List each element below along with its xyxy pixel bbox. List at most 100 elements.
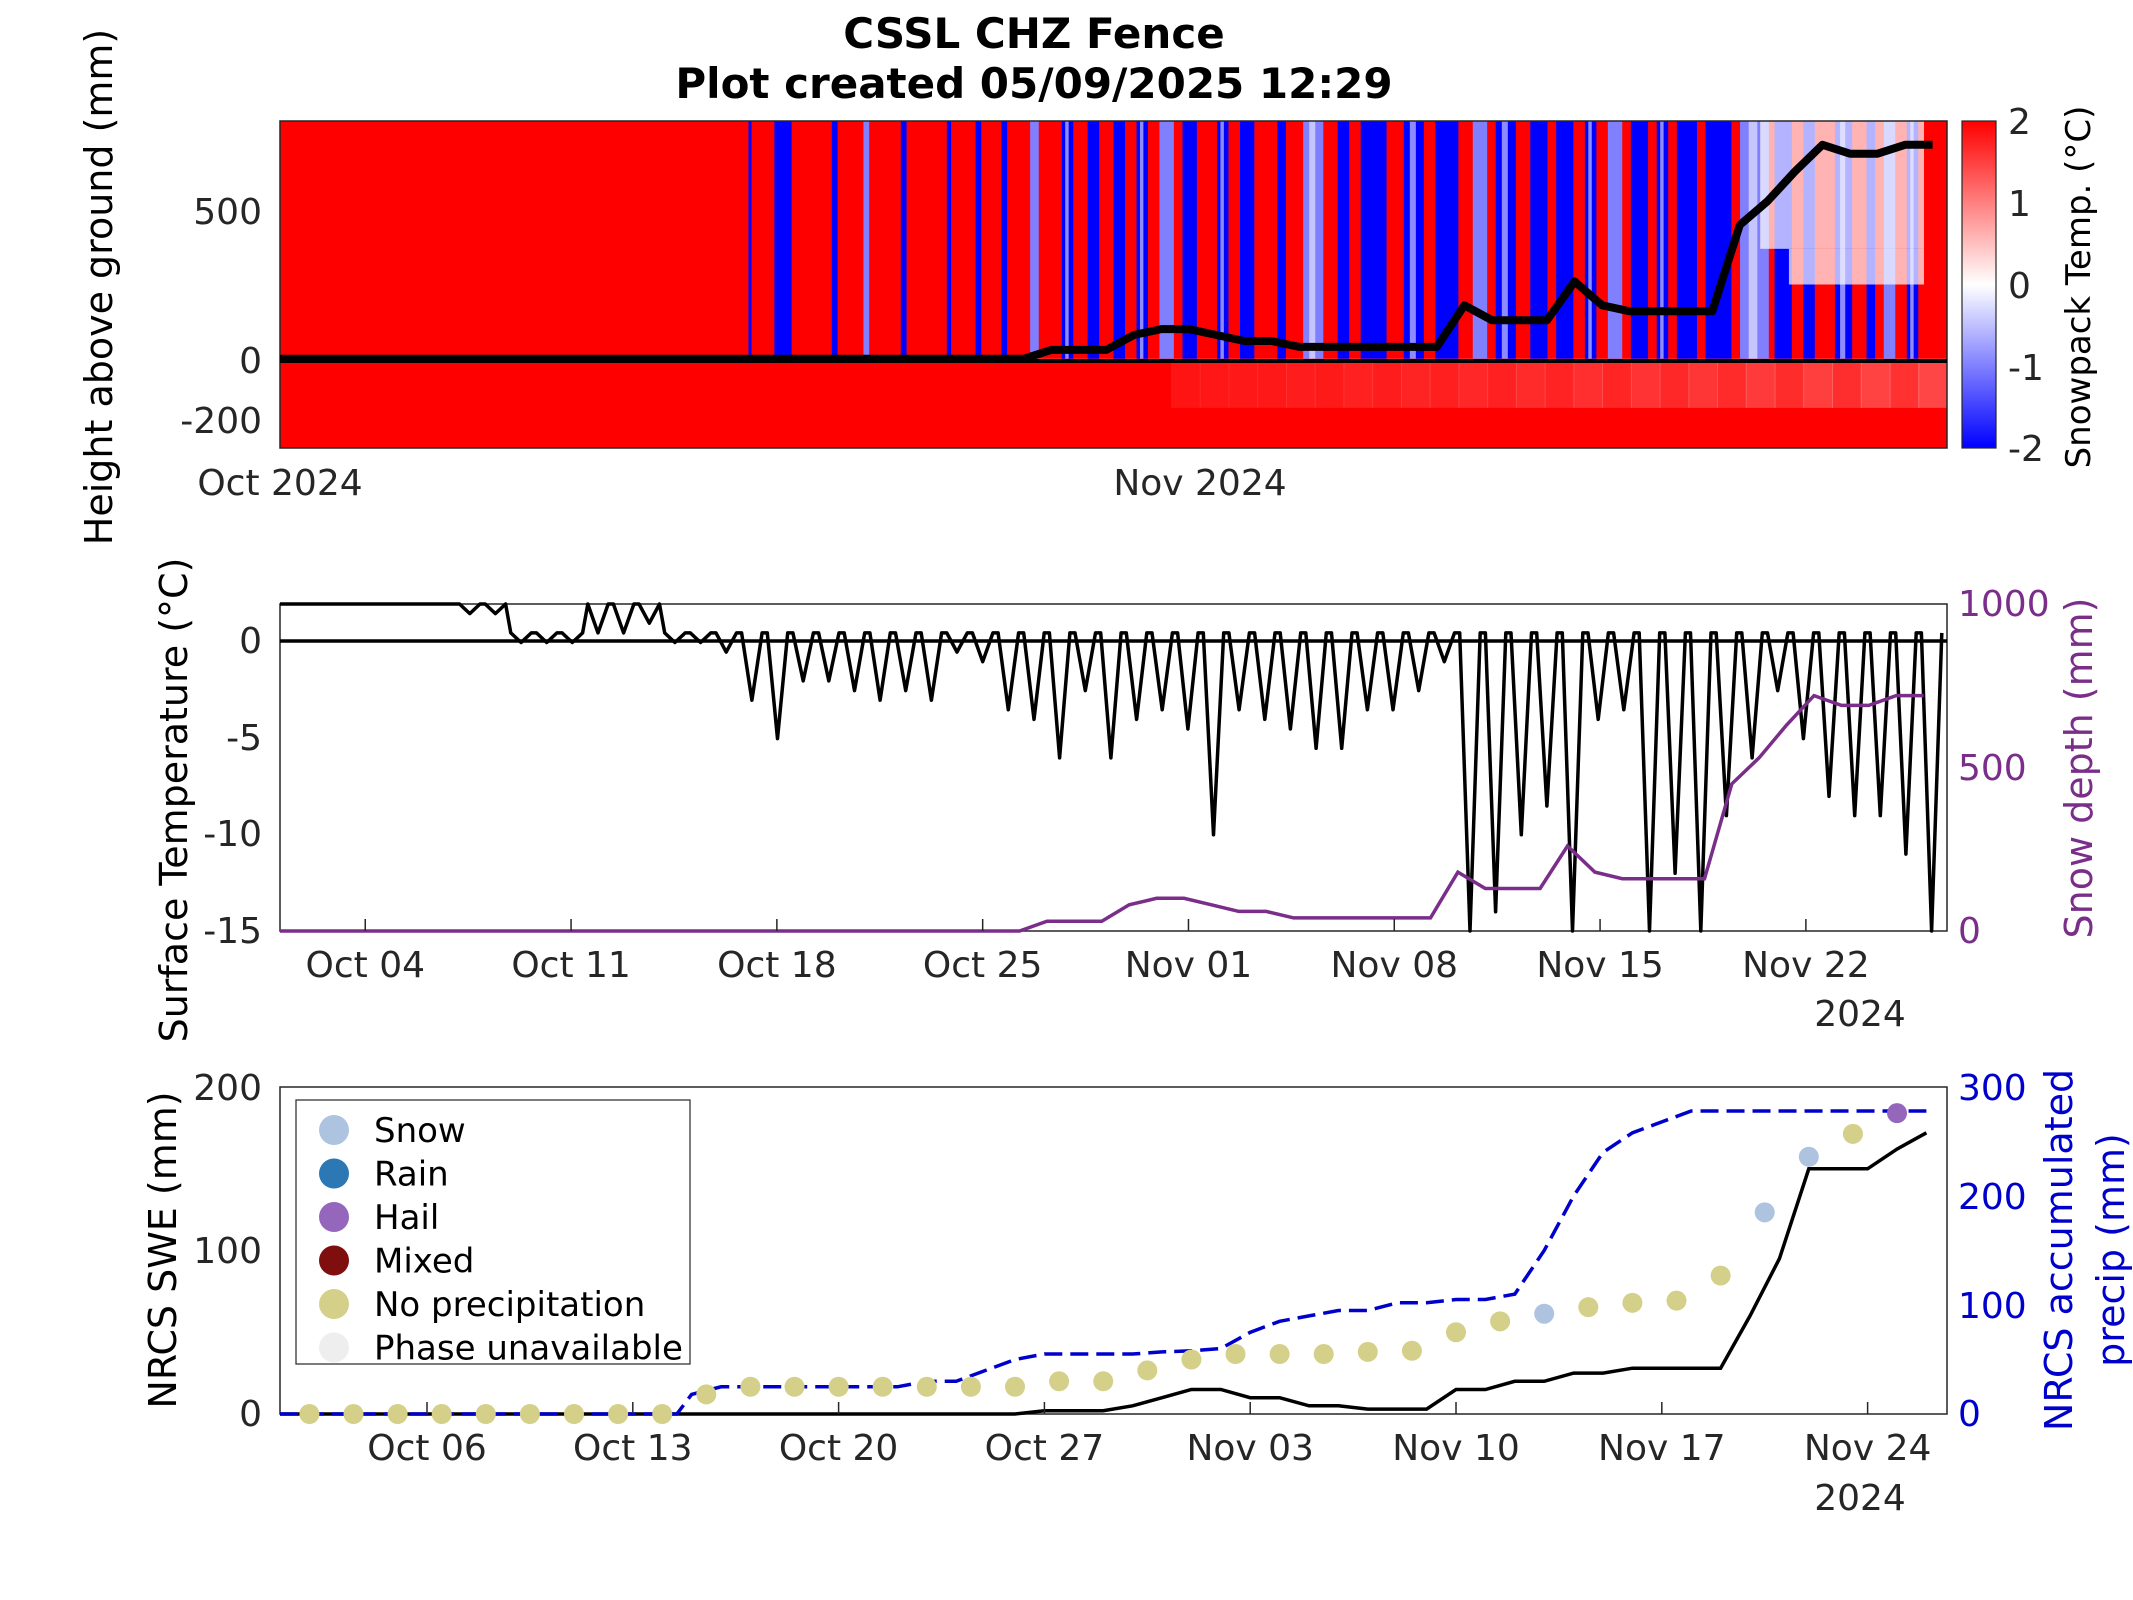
data-point (1357, 1341, 1378, 1362)
heatmap-cell (1889, 358, 1920, 408)
data-point (960, 1376, 981, 1397)
data-point (784, 1376, 805, 1397)
data-point (1225, 1344, 1246, 1365)
heatmap-cell (1832, 358, 1862, 408)
heatmap-cell (1676, 121, 1697, 359)
heatmap-cell (1607, 121, 1623, 359)
x-tick-label: Nov 10 (1392, 1428, 1520, 1469)
y-axis-label: Height above ground (mm) (77, 29, 121, 546)
data-point (1754, 1202, 1775, 1223)
data-point (1137, 1360, 1158, 1381)
colorbar-tick-label: 1 (2008, 184, 2031, 225)
x-tick-label: Oct 04 (306, 945, 426, 986)
heatmap-cell (1748, 121, 1758, 359)
heatmap-cell (1745, 358, 1776, 408)
data-point (872, 1376, 893, 1397)
data-point (1578, 1297, 1599, 1318)
data-point (696, 1384, 717, 1405)
chart-subtitle: Plot created 05/09/2025 12:29 (675, 59, 1392, 108)
heatmap-cell (1159, 121, 1174, 359)
heatmap-cell (1588, 121, 1592, 359)
x-tick-label: Nov 17 (1598, 1428, 1726, 1469)
heatmap-cells (280, 121, 1948, 448)
x-tick-label: Nov 01 (1125, 945, 1253, 986)
x-tick-label: Oct 20 (779, 1428, 899, 1469)
heatmap-cell (1400, 358, 1431, 408)
heatmap-cell (1602, 358, 1632, 408)
data-point (652, 1404, 673, 1424)
data-point (1666, 1290, 1687, 1311)
heatmap-cell (1170, 358, 1201, 408)
swe-precip-panel: Oct 06 Oct 13 Oct 20 Oct 27 Nov 03 Nov 10 Nov … (141, 1068, 2133, 1519)
x-tick-label: Nov 15 (1536, 945, 1664, 986)
heatmap-cell (1630, 358, 1661, 408)
heatmap-cell (1372, 358, 1402, 408)
heatmap-cell (1199, 358, 1230, 408)
data-point (1798, 1146, 1819, 1167)
heatmap-cell (1065, 121, 1069, 359)
data-point (740, 1376, 761, 1397)
heatmap-cell (1788, 248, 1925, 285)
x-tick-label: Nov 2024 (1113, 463, 1286, 504)
y2-axis-label: NRCS accumulated precip (mm) (2037, 1069, 2133, 1431)
data-point (608, 1404, 629, 1424)
heatmap-frame (279, 120, 1948, 449)
precip-phase-points (299, 1103, 1908, 1424)
legend-swatch (319, 1202, 349, 1232)
heatmap-cell (1544, 358, 1575, 408)
legend-swatch (319, 1289, 349, 1319)
x-axis: Oct 06 Oct 13 Oct 20 Oct 27 Nov 03 Nov 10 Nov … (367, 1402, 1931, 1469)
data-point (1093, 1371, 1114, 1392)
heatmap-cell (1530, 121, 1548, 359)
colorbar-tick-label: 2 (2008, 102, 2031, 143)
heatmap-cell (1087, 121, 1100, 359)
legend-label: Snow (374, 1111, 466, 1151)
y2-tick-label: 0 (1958, 911, 1981, 952)
heatmap-cell (900, 121, 907, 359)
x-axis: Oct 04 Oct 11 Oct 18 Oct 25 Nov 01 Nov 08 Nov … (306, 919, 1870, 986)
data-point (519, 1404, 540, 1424)
heatmap-cell (748, 121, 752, 359)
y-tick-label: -5 (226, 718, 262, 759)
x-tick-label: Nov 08 (1331, 945, 1459, 986)
heatmap-cell (1429, 358, 1460, 408)
colorbar (1961, 120, 1997, 449)
data-point (1446, 1322, 1467, 1343)
heatmap-cell (1573, 358, 1604, 408)
data-point (475, 1404, 496, 1424)
heatmap-cell (1435, 121, 1459, 359)
x-tick-label: Nov 22 (1742, 945, 1870, 986)
data-point (1049, 1371, 1070, 1392)
legend-swatch (319, 1115, 349, 1145)
data-point (387, 1404, 408, 1424)
data-point (1005, 1376, 1026, 1397)
heatmap-cell (1556, 121, 1574, 359)
colorbar-label: Snowpack Temp. (°C) (2059, 106, 2099, 469)
heatmap-cell (1309, 121, 1316, 359)
data-point (343, 1404, 364, 1424)
legend-box (295, 1099, 691, 1365)
heatmap-cell (1113, 121, 1125, 359)
legend-label: Hail (374, 1198, 439, 1238)
heatmap-cell (1001, 121, 1008, 359)
heatmap-cell (1228, 358, 1259, 408)
heatmap-cell (1774, 358, 1805, 408)
heatmap-cell (1285, 358, 1316, 408)
x-tick-label: Oct 11 (511, 945, 631, 986)
legend-label: No precipitation (374, 1285, 645, 1325)
y2-tick-label: 100 (1958, 1286, 2027, 1327)
colorbar-tick-label: -2 (2008, 429, 2044, 470)
heatmap-cell (1182, 121, 1197, 359)
y-tick-label: 200 (193, 1068, 262, 1109)
heatmap-cell (774, 121, 792, 359)
heatmap-cell (1220, 121, 1224, 359)
data-point (1313, 1344, 1334, 1365)
y-axis-label: Surface Temperature (°C) (152, 558, 196, 1043)
surface-temperature-line (280, 602, 1944, 933)
data-point (1181, 1349, 1202, 1370)
heatmap-cell (1277, 121, 1286, 359)
heatmap-cell (1030, 121, 1039, 359)
legend-swatch (319, 1332, 349, 1363)
